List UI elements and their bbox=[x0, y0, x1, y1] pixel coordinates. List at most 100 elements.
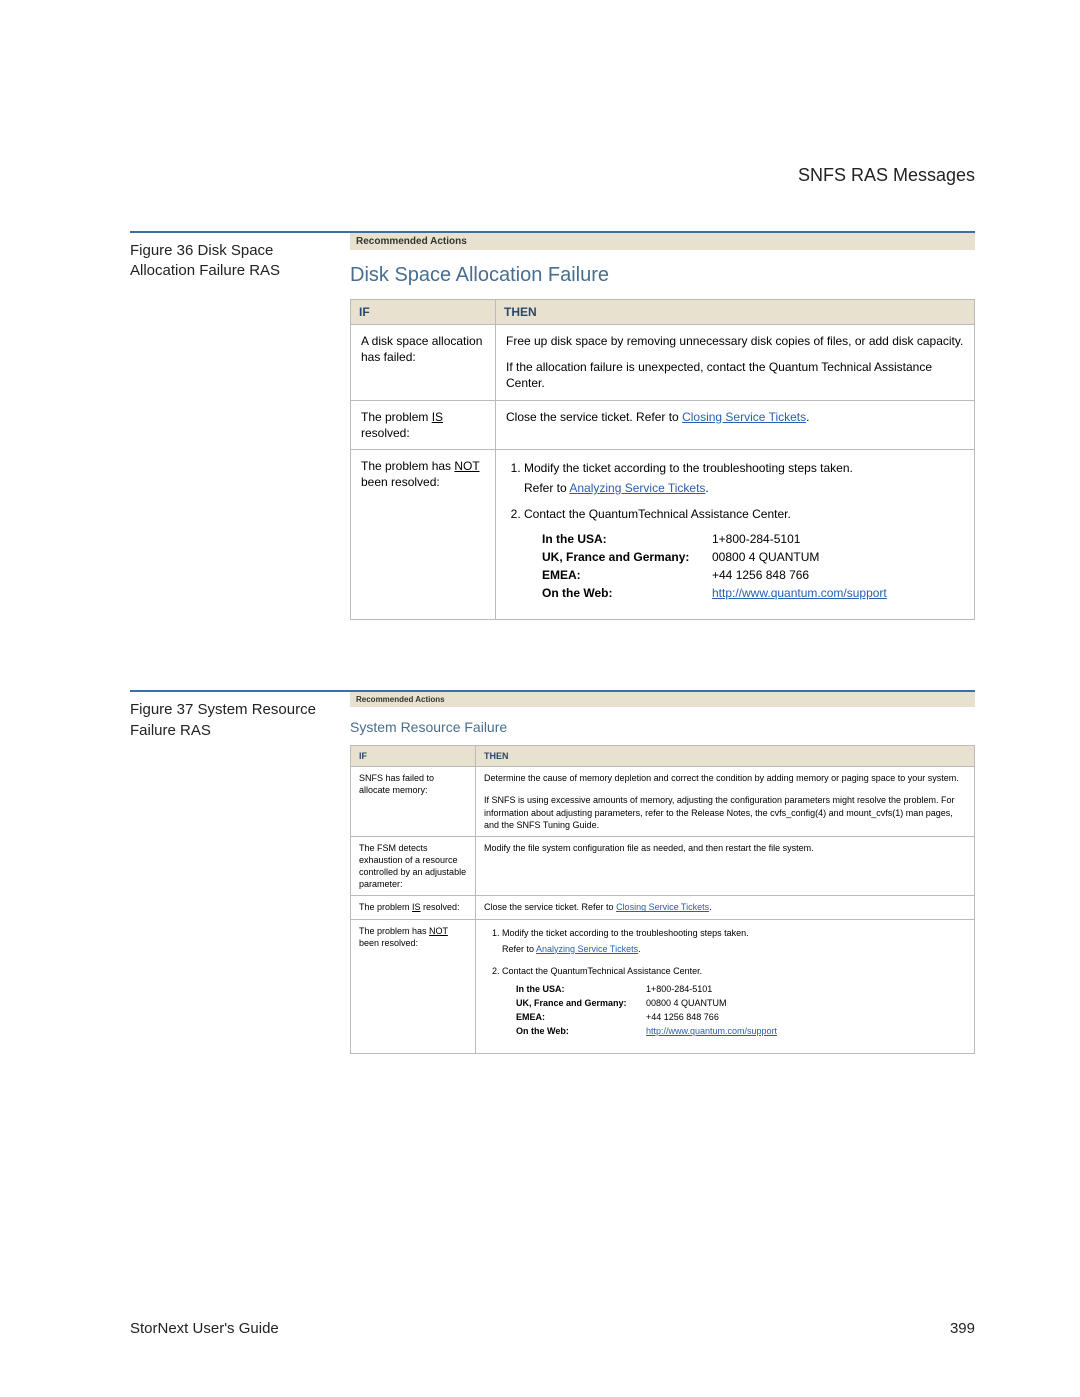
if-cell: The problem IS resolved: bbox=[351, 400, 496, 449]
section-title: Disk Space Allocation Failure bbox=[350, 250, 975, 299]
table-row: The problem has NOT been resolved: Modif… bbox=[351, 919, 975, 1053]
if-text: resolved: bbox=[421, 902, 460, 912]
analyzing-tickets-link[interactable]: Analyzing Service Tickets bbox=[536, 944, 638, 954]
refer-text: . bbox=[705, 481, 708, 495]
contact-label: UK, France and Germany: bbox=[542, 549, 712, 565]
contact-label: On the Web: bbox=[542, 585, 712, 601]
if-cell: The problem has NOT been resolved: bbox=[351, 449, 496, 619]
contact-label: EMEA: bbox=[516, 1011, 646, 1023]
col-if: IF bbox=[351, 746, 476, 767]
col-then: THEN bbox=[496, 300, 975, 325]
contact-value: 00800 4 QUANTUM bbox=[712, 549, 964, 565]
analyzing-tickets-link[interactable]: Analyzing Service Tickets bbox=[569, 481, 705, 495]
closing-tickets-link[interactable]: Closing Service Tickets bbox=[616, 902, 709, 912]
then-cell: Close the service ticket. Refer to Closi… bbox=[496, 400, 975, 449]
then-cell: Determine the cause of memory depletion … bbox=[476, 767, 975, 837]
if-underline: NOT bbox=[454, 459, 479, 473]
then-cell: Modify the file system configuration fil… bbox=[476, 836, 975, 896]
table-header-row: IF THEN bbox=[351, 746, 975, 767]
figure-37-caption: Figure 37 System Resource Failure RAS bbox=[130, 700, 335, 741]
steps-list: Modify the ticket according to the troub… bbox=[506, 460, 964, 601]
table-row: The problem IS resolved: Close the servi… bbox=[351, 896, 975, 919]
contact-grid: In the USA: 1+800-284-5101 UK, France an… bbox=[516, 983, 966, 1038]
contact-label: On the Web: bbox=[516, 1025, 646, 1037]
then-text: Free up disk space by removing unnecessa… bbox=[506, 333, 964, 349]
if-text: The problem has bbox=[361, 459, 454, 473]
contact-label: In the USA: bbox=[516, 983, 646, 995]
figure-caption-col: Figure 36 Disk Space Allocation Failure … bbox=[130, 231, 350, 282]
if-text: been resolved: bbox=[361, 475, 440, 489]
footer-page-number: 399 bbox=[950, 1320, 975, 1337]
contact-value: 1+800-284-5101 bbox=[646, 983, 966, 995]
figure-caption-col: Figure 37 System Resource Failure RAS bbox=[130, 690, 350, 741]
contact-label: UK, France and Germany: bbox=[516, 997, 646, 1009]
if-cell: The problem has NOT been resolved: bbox=[351, 919, 476, 1053]
then-cell: Close the service ticket. Refer to Closi… bbox=[476, 896, 975, 919]
contact-label: In the USA: bbox=[542, 531, 712, 547]
contact-label: EMEA: bbox=[542, 567, 712, 583]
section-title: System Resource Failure bbox=[350, 707, 975, 745]
if-text: The problem bbox=[361, 410, 432, 424]
table-header-row: IF THEN bbox=[351, 300, 975, 325]
then-text: Determine the cause of memory depletion … bbox=[484, 772, 966, 784]
steps-list: Modify the ticket according to the troub… bbox=[484, 927, 966, 1038]
if-underline: NOT bbox=[429, 926, 448, 936]
if-then-table: IF THEN SNFS has failed to allocate memo… bbox=[350, 745, 975, 1053]
step-item: Contact the QuantumTechnical Assistance … bbox=[502, 965, 966, 1038]
figure-36-content: Recommended Actions Disk Space Allocatio… bbox=[350, 231, 975, 620]
if-underline: IS bbox=[432, 410, 443, 424]
closing-tickets-link[interactable]: Closing Service Tickets bbox=[682, 410, 806, 424]
step-item: Modify the ticket according to the troub… bbox=[524, 460, 964, 496]
then-cell: Modify the ticket according to the troub… bbox=[476, 919, 975, 1053]
figure-37-content: Recommended Actions System Resource Fail… bbox=[350, 690, 975, 1053]
if-text: The problem bbox=[359, 902, 412, 912]
contact-value: +44 1256 848 766 bbox=[646, 1011, 966, 1023]
contact-grid: In the USA: 1+800-284-5101 UK, France an… bbox=[542, 531, 964, 602]
refer-text: Refer to bbox=[502, 944, 536, 954]
page: SNFS RAS Messages Figure 36 Disk Space A… bbox=[0, 0, 1080, 1184]
then-text: If SNFS is using excessive amounts of me… bbox=[484, 794, 966, 830]
recommended-actions-bar: Recommended Actions bbox=[350, 233, 975, 250]
step-text: Contact the QuantumTechnical Assistance … bbox=[524, 506, 964, 522]
if-text: been resolved: bbox=[359, 938, 418, 948]
then-cell: Modify the ticket according to the troub… bbox=[496, 449, 975, 619]
refer-text: . bbox=[638, 944, 641, 954]
step-item: Contact the QuantumTechnical Assistance … bbox=[524, 506, 964, 601]
page-header: SNFS RAS Messages bbox=[130, 165, 975, 186]
then-text: . bbox=[806, 410, 809, 424]
if-text: The problem has bbox=[359, 926, 429, 936]
footer-left: StorNext User's Guide bbox=[130, 1320, 279, 1337]
page-footer: StorNext User's Guide 399 bbox=[130, 1320, 975, 1337]
contact-value: 1+800-284-5101 bbox=[712, 531, 964, 547]
if-underline: IS bbox=[412, 902, 421, 912]
if-cell: SNFS has failed to allocate memory: bbox=[351, 767, 476, 837]
table-row: The problem has NOT been resolved: Modif… bbox=[351, 449, 975, 619]
if-cell: The problem IS resolved: bbox=[351, 896, 476, 919]
if-cell: A disk space allocation has failed: bbox=[351, 325, 496, 401]
if-then-table: IF THEN A disk space allocation has fail… bbox=[350, 299, 975, 620]
step-item: Modify the ticket according to the troub… bbox=[502, 927, 966, 955]
table-row: SNFS has failed to allocate memory: Dete… bbox=[351, 767, 975, 837]
if-text: resolved: bbox=[361, 426, 410, 440]
support-url-link[interactable]: http://www.quantum.com/support bbox=[712, 585, 964, 601]
table-row: A disk space allocation has failed: Free… bbox=[351, 325, 975, 401]
refer-line: Refer to Analyzing Service Tickets. bbox=[502, 943, 966, 955]
then-text: . bbox=[709, 902, 712, 912]
support-url-link[interactable]: http://www.quantum.com/support bbox=[646, 1025, 966, 1037]
col-then: THEN bbox=[476, 746, 975, 767]
step-text: Modify the ticket according to the troub… bbox=[502, 927, 966, 939]
refer-line: Refer to Analyzing Service Tickets. bbox=[524, 480, 964, 496]
refer-text: Refer to bbox=[524, 481, 569, 495]
figure-36-caption: Figure 36 Disk Space Allocation Failure … bbox=[130, 241, 335, 282]
col-if: IF bbox=[351, 300, 496, 325]
if-cell: The FSM detects exhaustion of a resource… bbox=[351, 836, 476, 896]
step-text: Contact the QuantumTechnical Assistance … bbox=[502, 965, 966, 977]
contact-value: 00800 4 QUANTUM bbox=[646, 997, 966, 1009]
recommended-actions-bar: Recommended Actions bbox=[350, 692, 975, 707]
then-text: Close the service ticket. Refer to bbox=[484, 902, 616, 912]
then-cell: Free up disk space by removing unnecessa… bbox=[496, 325, 975, 401]
table-row: The FSM detects exhaustion of a resource… bbox=[351, 836, 975, 896]
then-text: If the allocation failure is unexpected,… bbox=[506, 359, 964, 391]
figure-36: Figure 36 Disk Space Allocation Failure … bbox=[130, 231, 975, 620]
step-text: Modify the ticket according to the troub… bbox=[524, 460, 964, 476]
